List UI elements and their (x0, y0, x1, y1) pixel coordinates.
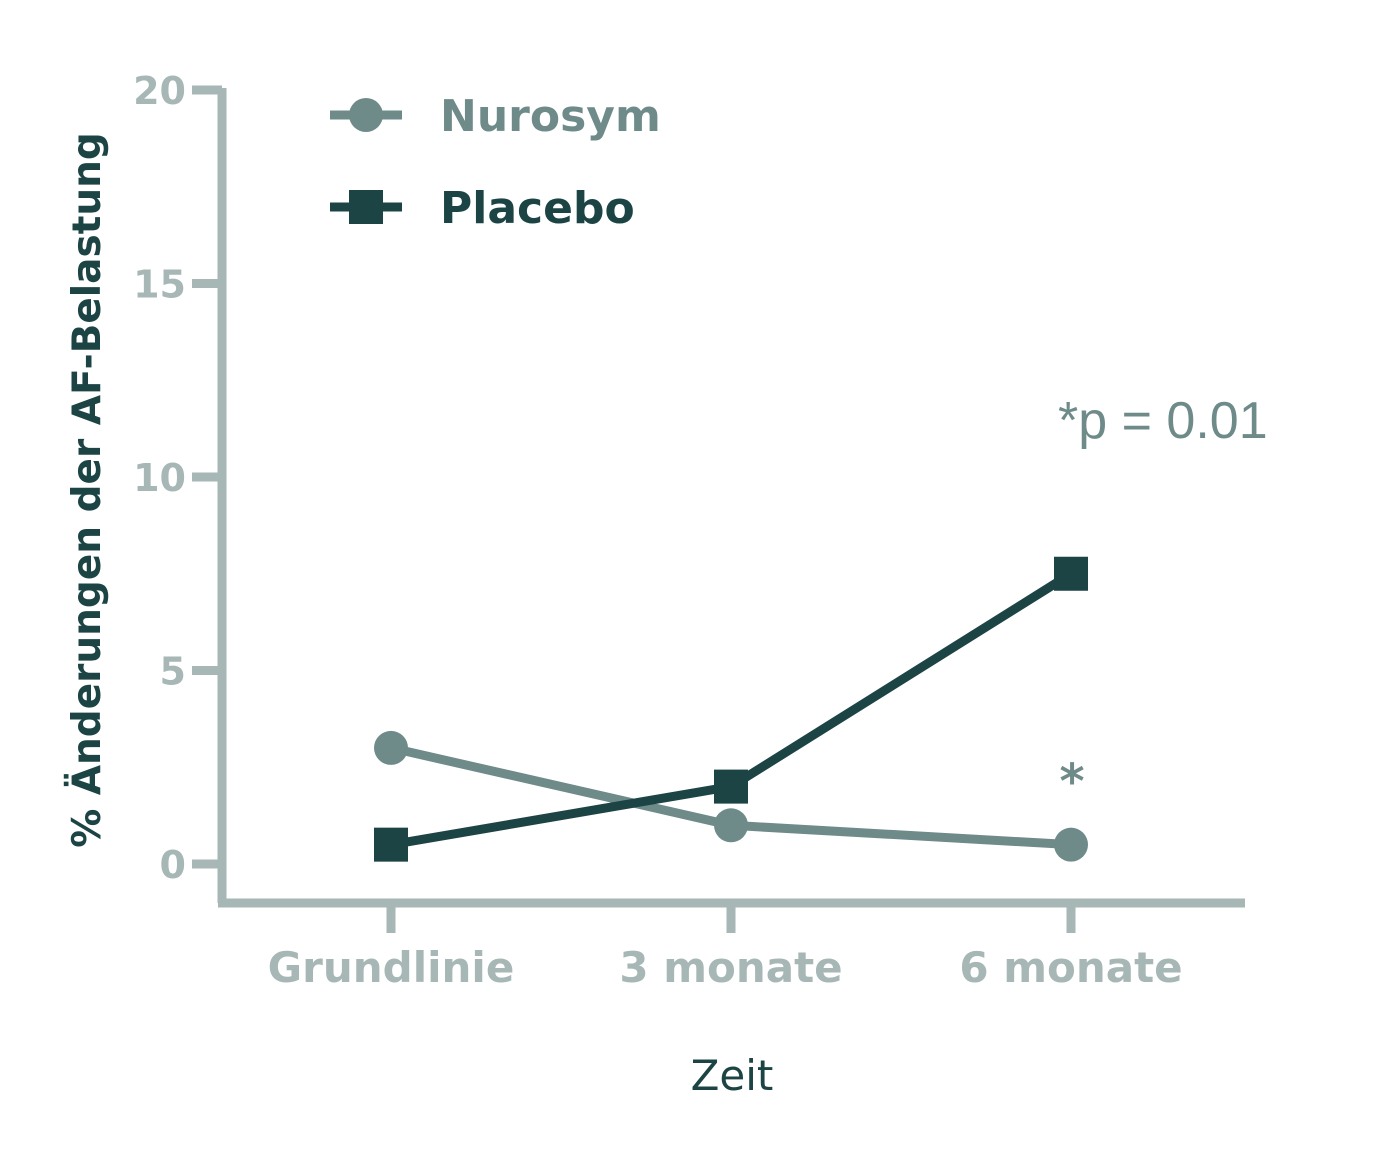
series-group (374, 556, 1088, 862)
data-point-placebo (1054, 556, 1088, 591)
series-line-placebo (390, 569, 1074, 850)
y-tick-label: 20 (133, 69, 186, 113)
x-tick-label: Grundlinie (268, 943, 515, 992)
legend-marker-square (349, 190, 383, 224)
data-point-nurosym (1054, 827, 1088, 862)
data-point-nurosym (374, 730, 408, 765)
x-tick-label: 3 monate (619, 943, 842, 992)
y-tick-label: 15 (133, 263, 186, 307)
x-axis-label: Zeit (691, 1051, 774, 1100)
y-axis-label: % Änderungen der AF-Belastung (63, 132, 110, 848)
y-tick-label: 5 (160, 650, 186, 694)
data-point-nurosym (714, 808, 748, 843)
y-tick-label: 10 (133, 456, 186, 500)
p-value-annotation: *p = 0.01 (1058, 392, 1268, 450)
x-ticks: Grundlinie 3 monate 6 monate (268, 903, 1183, 992)
y-ticks: 0 5 10 15 20 (133, 69, 222, 887)
data-point-placebo (374, 827, 408, 862)
legend-label-nurosym: Nurosym (440, 91, 661, 142)
legend: Nurosym Placebo (330, 91, 661, 234)
significance-marker: * (1059, 754, 1084, 810)
legend-item-nurosym: Nurosym (330, 91, 661, 142)
x-tick-label: 6 monate (959, 943, 1182, 992)
y-tick-label: 0 (160, 843, 186, 887)
legend-marker-circle (349, 98, 383, 132)
legend-label-placebo: Placebo (440, 183, 635, 234)
series-nurosym (374, 730, 1088, 862)
data-point-placebo (714, 769, 748, 804)
series-placebo (374, 556, 1088, 862)
legend-item-placebo: Placebo (330, 183, 635, 234)
